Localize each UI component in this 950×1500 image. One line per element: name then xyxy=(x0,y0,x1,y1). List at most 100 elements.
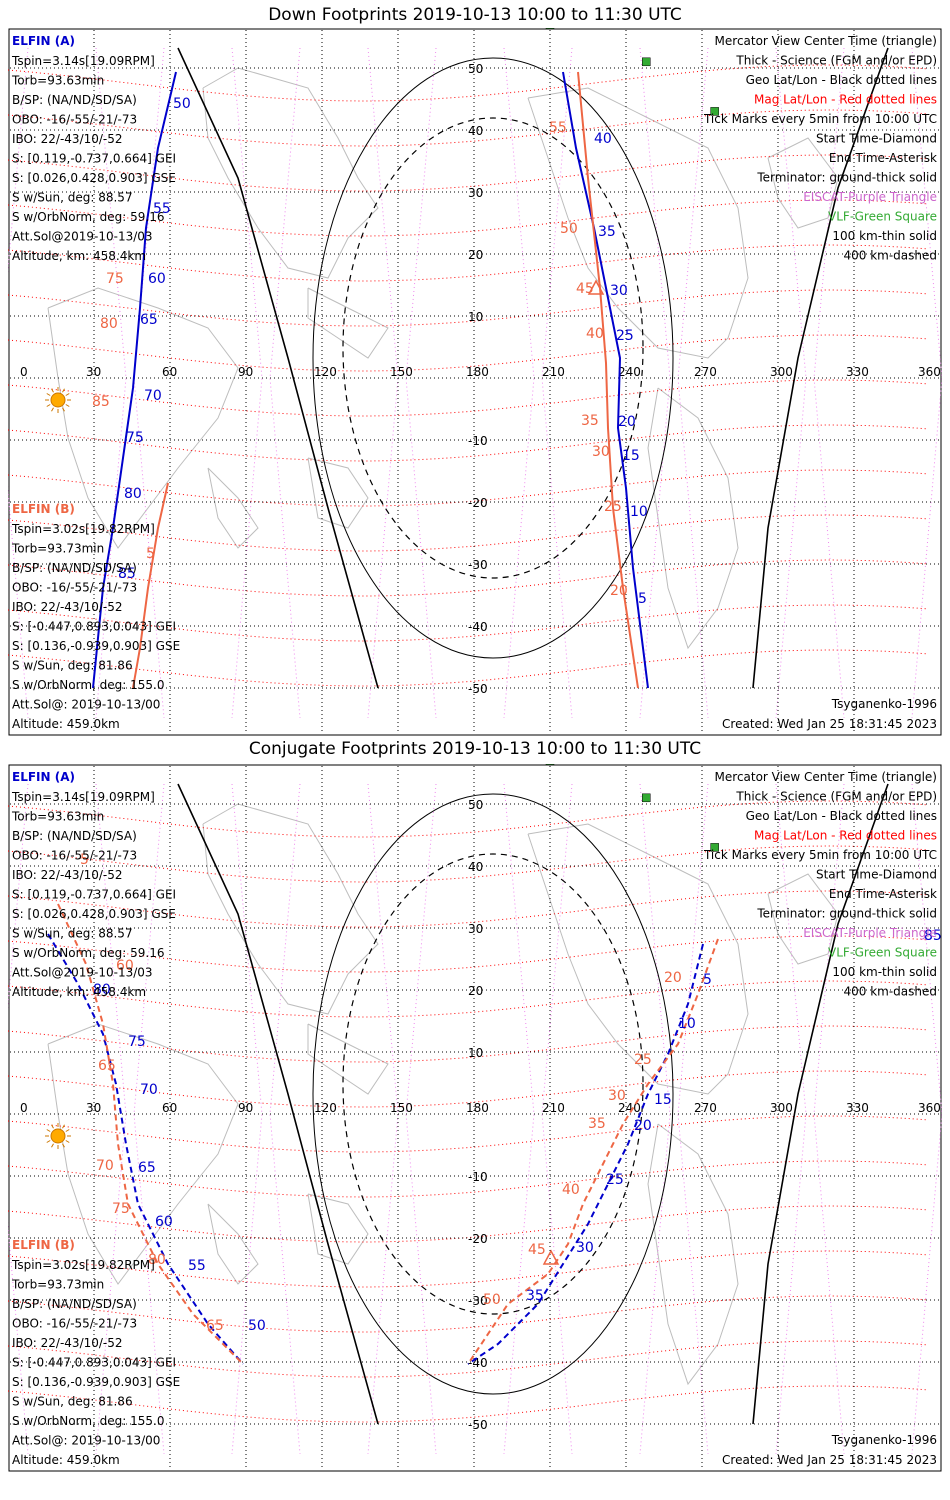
sun-ray xyxy=(65,1129,70,1132)
created-timestamp: Created: Wed Jan 25 18:31:45 2023 xyxy=(722,1453,937,1467)
elfin-b-header: ELFIN (B) xyxy=(12,502,75,516)
lon-tick-label: 150 xyxy=(390,1101,413,1115)
elfin-a-tick-label: 85 xyxy=(118,566,136,582)
elfin-b-tick-label: 75 xyxy=(106,271,124,287)
elfin-a-tick-label: 75 xyxy=(128,1034,146,1050)
lat-tick-label: 20 xyxy=(468,984,483,998)
lon-tick-label: 90 xyxy=(238,1101,253,1115)
elfin-a-track xyxy=(47,933,244,1365)
elfin-b-info-line: OBO: -16/-55/-21/-73 xyxy=(12,1317,137,1331)
lon-tick-label: 330 xyxy=(846,365,869,379)
vlf-station-square xyxy=(710,843,719,852)
elfin-b-info-line: S: [-0.447,0.893,0.043] GEI xyxy=(12,1356,176,1370)
elfin-a-header: ELFIN (A) xyxy=(12,770,75,784)
lat-tick-label: -10 xyxy=(468,1170,488,1184)
map-frame xyxy=(8,28,942,736)
coastline xyxy=(47,1023,239,1285)
elfin-a-tick-label: 55 xyxy=(153,201,171,217)
elfin-b-tick-label: 40 xyxy=(586,326,604,342)
elfin-a-info-line: OBO: -16/-55/-21/-73 xyxy=(12,113,137,127)
elfin-a-tick-label: 70 xyxy=(144,388,162,404)
elfin-b-info-line: B/SP: (NA/ND/SD/SA) xyxy=(12,1297,137,1311)
elfin-b-track xyxy=(577,71,639,689)
lon-tick-label: 270 xyxy=(694,1101,717,1115)
elfin-a-info-line: Att.Sol@2019-10-13/03 xyxy=(12,230,153,244)
elfin-a-track xyxy=(562,71,649,689)
lon-tick-label: 300 xyxy=(770,1101,793,1115)
coastline xyxy=(307,287,389,359)
elfin-a-info-line: Torb=93.63min xyxy=(11,74,104,88)
vlf-station-square xyxy=(642,793,651,803)
coastline xyxy=(202,67,379,279)
lat-tick-label: -40 xyxy=(468,1356,488,1370)
terminator-400km xyxy=(342,117,644,579)
legend-line: End Time-Asterisk xyxy=(829,151,937,165)
lat-tick-label: -50 xyxy=(468,1418,488,1432)
elfin-a-info-line: B/SP: (NA/ND/SD/SA) xyxy=(12,829,137,843)
coastline xyxy=(202,803,379,1015)
legend-line: Geo Lat/Lon - Black dotted lines xyxy=(746,809,937,823)
elfin-a-info-line: IBO: 22/-43/10/-52 xyxy=(12,868,123,882)
coastline xyxy=(647,387,739,650)
elfin-a-info-line: S: [0.026,0.428,0.903] GSE xyxy=(12,907,176,921)
elfin-b-tick-label: 60 xyxy=(116,958,134,974)
lat-tick-label: -10 xyxy=(468,434,488,448)
elfin-a-tick-label: 40 xyxy=(594,131,612,147)
legend-line: 100 km-thin solid xyxy=(832,965,937,979)
vlf-station-square xyxy=(545,28,555,29)
lat-tick-label: -20 xyxy=(468,1232,488,1246)
coastline xyxy=(307,457,369,529)
legend-line: Tick Marks every 5min from 10:00 UTC xyxy=(703,848,937,862)
elfin-a-tick-label: 50 xyxy=(173,96,191,112)
lat-tick-label: 40 xyxy=(468,860,483,874)
model-label: Tsyganenko-1996 xyxy=(831,697,937,711)
legend-line: VLF-Green Square xyxy=(828,946,937,960)
elfin-b-info-line: S: [0.136,-0.939,0.903] GSE xyxy=(12,1375,180,1389)
lat-tick-label: -50 xyxy=(468,682,488,696)
lat-tick-label: 50 xyxy=(468,62,483,76)
lon-tick-label: 0 xyxy=(20,365,28,379)
elfin-a-tick-label: 15 xyxy=(654,1092,672,1108)
elfin-b-info-line: S: [-0.447,0.893,0.043] GEI xyxy=(12,620,176,634)
elfin-b-info-line: Tspin=3.02s[19.82RPM] xyxy=(11,1258,155,1272)
elfin-b-tick-label: 30 xyxy=(592,444,610,460)
sun-ray xyxy=(62,1143,65,1148)
lon-tick-label: 180 xyxy=(466,365,489,379)
legend-line: EISCAT-Purple Triangle xyxy=(803,926,937,940)
elfin-b-info-line: Att.Sol@: 2019-10-13/00 xyxy=(12,698,160,712)
coastline xyxy=(527,87,749,359)
elfin-b-tick-label: 75 xyxy=(112,1201,130,1217)
lat-tick-label: -30 xyxy=(468,558,488,572)
coastline xyxy=(207,1203,259,1285)
map-frame xyxy=(8,764,942,1472)
elfin-a-info-line: IBO: 22/-43/10/-52 xyxy=(12,132,123,146)
elfin-b-tick-label: 40 xyxy=(562,1182,580,1198)
elfin-b-info-line: Att.Sol@: 2019-10-13/00 xyxy=(12,1434,160,1448)
elfin-b-info-line: Tspin=3.02s[19.82RPM] xyxy=(11,522,155,536)
legend-line: Mercator View Center Time (triangle) xyxy=(715,34,937,48)
lat-tick-label: 10 xyxy=(468,310,483,324)
elfin-b-tick-label: 45 xyxy=(528,1242,546,1258)
elfin-a-tick-label: 25 xyxy=(606,1172,624,1188)
lon-tick-label: 120 xyxy=(314,365,337,379)
legend-line: VLF-Green Square xyxy=(828,210,937,224)
sun-ray xyxy=(51,407,54,412)
elfin-a-info-line: B/SP: (NA/ND/SD/SA) xyxy=(12,93,137,107)
lat-tick-label: -40 xyxy=(468,620,488,634)
elfin-b-tick-label: 20 xyxy=(664,970,682,986)
elfin-b-tick-label: 50 xyxy=(483,1292,501,1308)
elfin-b-header: ELFIN (B) xyxy=(12,1238,75,1252)
elfin-b-tick-label: 25 xyxy=(634,1052,652,1068)
elfin-a-info-line: Tspin=3.14s[19.09RPM] xyxy=(11,790,155,804)
legend-line: Thick - Science (FGM and/or EPD) xyxy=(735,54,937,68)
elfin-b-info-line: IBO: 22/-43/10/-52 xyxy=(12,600,123,614)
elfin-a-tick-label: 60 xyxy=(155,1214,173,1230)
elfin-b-tick-label: 50 xyxy=(560,221,578,237)
elfin-a-track xyxy=(92,71,177,689)
elfin-b-info-line: S w/Sun, deg: 81.86 xyxy=(12,659,133,673)
lat-tick-label: 20 xyxy=(468,248,483,262)
legend-line: 400 km-dashed xyxy=(843,249,937,263)
elfin-b-info-line: S: [0.136,-0.939,0.903] GSE xyxy=(12,639,180,653)
terminator-ground xyxy=(752,783,889,1425)
elfin-b-tick-label: 20 xyxy=(610,583,628,599)
